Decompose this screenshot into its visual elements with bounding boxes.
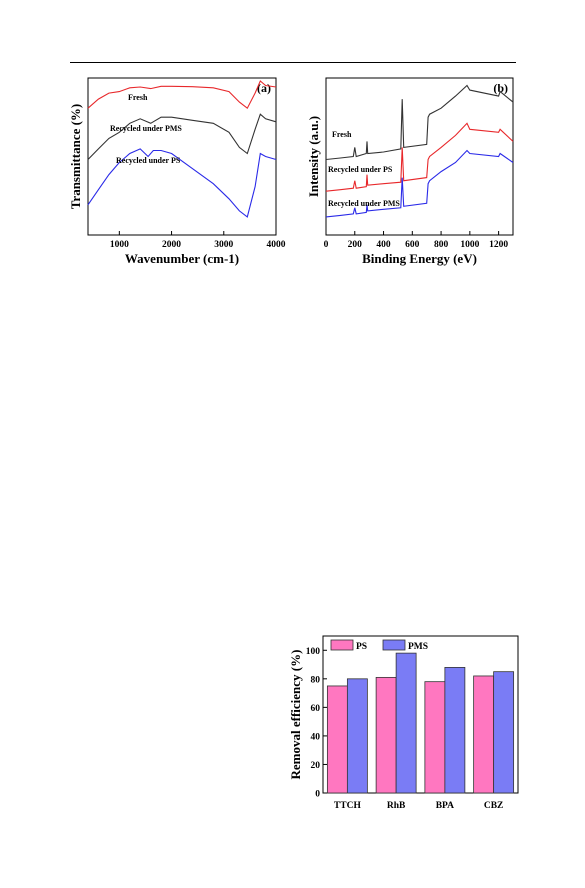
x-tick-label: 1000 [460, 240, 479, 250]
curve-label: Recycled under PS [328, 165, 393, 174]
bar-pms-ttch [346, 678, 368, 794]
plot-frame-1 [325, 77, 514, 236]
x-tick-label: 0 [324, 240, 329, 250]
category-label: CBZ [484, 801, 504, 811]
y-tick-label: 60 [311, 704, 321, 714]
x-tick-label: 600 [405, 240, 420, 250]
legend-label: PS [356, 642, 367, 652]
bar-ps-rhb [375, 676, 397, 794]
y-tick-label: 20 [311, 761, 321, 771]
bar-pms-cbz [493, 671, 515, 794]
category-label: BPA [436, 801, 454, 811]
bar-ps-bpa [424, 681, 446, 794]
x-tick-label: 1000 [110, 240, 129, 250]
bar-plot-frame [322, 635, 519, 794]
bar-ps-ttch [326, 685, 348, 794]
bar-pms-bpa [444, 667, 466, 794]
series-line-fresh [87, 80, 277, 110]
x-tick-label: 200 [348, 240, 363, 250]
legend-label: PMS [408, 642, 428, 652]
header-rule [70, 62, 516, 63]
series-line-recycled-under-pms [325, 149, 514, 218]
x-tick-label: 400 [376, 240, 391, 250]
y-tick-label: 0 [315, 790, 320, 800]
y-axis-label: Transmittance (%) [68, 104, 83, 210]
curve-label: Recycled under PMS [110, 124, 182, 133]
curve-label: Recycled under PS [116, 156, 181, 165]
series-line-recycled-under-ps [87, 148, 277, 218]
y-tick-label: 100 [306, 647, 321, 657]
category-label: RhB [387, 801, 406, 811]
series-line-fresh [325, 84, 514, 161]
legend-swatch-ps [330, 639, 354, 651]
x-tick-label: 800 [434, 240, 449, 250]
panel-label: (a) [257, 81, 271, 95]
bar-pms-rhb [395, 652, 417, 794]
x-axis-label: Wavenumber (cm-1) [125, 251, 239, 266]
x-tick-label: 4000 [267, 240, 286, 250]
curve-label: Fresh [332, 130, 352, 139]
curve-label: Recycled under PMS [328, 199, 400, 208]
legend-swatch-pms [382, 639, 406, 651]
category-label: TTCH [334, 801, 362, 811]
x-axis-label: Binding Energy (eV) [362, 251, 477, 266]
plot-frame-0 [87, 77, 277, 236]
curve-label: Fresh [128, 93, 148, 102]
series-line-recycled-under-pms [87, 113, 277, 160]
series-line-recycled-under-ps [325, 122, 514, 192]
x-tick-label: 3000 [214, 240, 233, 250]
x-tick-label: 2000 [162, 240, 181, 250]
x-tick-label: 1200 [489, 240, 508, 250]
y-axis-label: Removal efficiency (%) [288, 650, 303, 780]
y-tick-label: 40 [311, 732, 321, 742]
y-axis-label: Intensity (a.u.) [306, 116, 321, 197]
y-tick-label: 80 [311, 675, 321, 685]
panel-label: (b) [493, 81, 508, 95]
bar-ps-cbz [473, 675, 495, 794]
